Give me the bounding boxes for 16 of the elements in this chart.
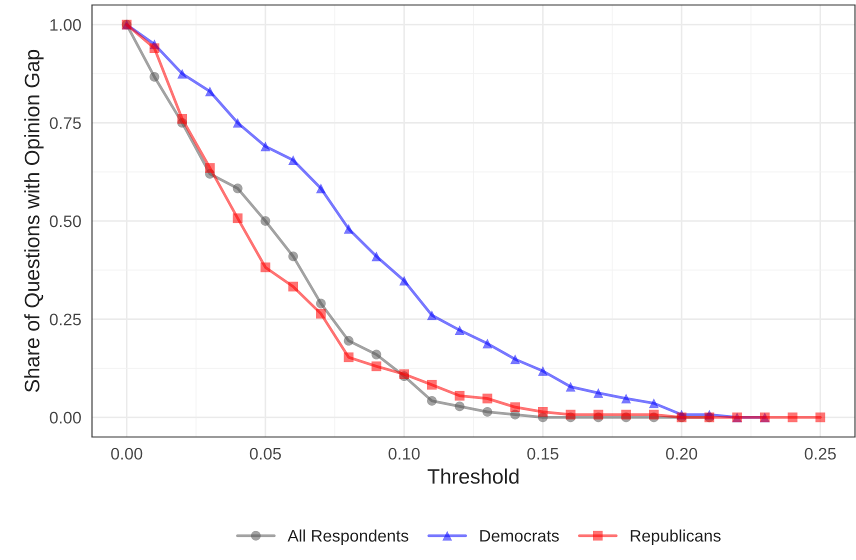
y-tick-label: 0.25 bbox=[50, 314, 81, 326]
x-tick-label: 0.25 bbox=[804, 448, 836, 460]
x-tick-label: 0.20 bbox=[666, 448, 698, 460]
y-axis-title: Share of Questions with Opinion Gap bbox=[24, 50, 44, 392]
legend-label: Republicans bbox=[630, 529, 721, 545]
x-tick-label: 0.00 bbox=[111, 448, 142, 460]
x-tick-label: 0.05 bbox=[250, 448, 281, 460]
legend-label: Democrats bbox=[480, 530, 559, 542]
y-tick-label: 0.75 bbox=[50, 117, 81, 130]
y-tick-label: 0.50 bbox=[50, 215, 81, 228]
y-tick-label: 1.00 bbox=[50, 19, 81, 31]
x-tick-label: 0.15 bbox=[527, 448, 558, 460]
y-tick-label: 0.00 bbox=[50, 412, 81, 424]
legend-label: All Respondents bbox=[288, 529, 408, 545]
x-tick-label: 0.10 bbox=[388, 448, 420, 460]
x-axis-title: Threshold bbox=[428, 468, 518, 484]
